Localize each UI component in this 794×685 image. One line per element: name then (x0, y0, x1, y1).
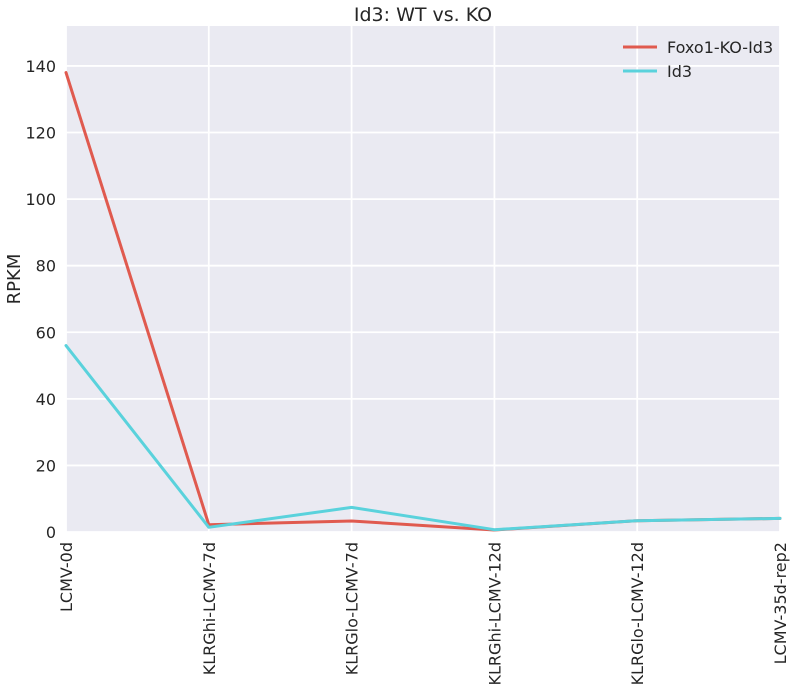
gridlines (65, 26, 781, 533)
y-tick-label: 40 (36, 390, 56, 409)
y-tick-labels: 0 20 40 60 80 100 120 140 (25, 57, 56, 542)
x-tick-label: KLRGlo-LCMV-12d (628, 542, 647, 685)
y-axis-label: RPKM (4, 254, 25, 305)
y-tick-label: 20 (36, 456, 56, 475)
legend-label: Id3 (667, 62, 692, 81)
chart-title: Id3: WT vs. KO (354, 4, 492, 26)
y-tick-label: 100 (25, 190, 56, 209)
legend-label: Foxo1-KO-Id3 (667, 38, 773, 57)
series-line (64, 344, 782, 532)
x-tick-label: KLRGhi-LCMV-12d (485, 542, 504, 685)
legend: Foxo1-KO-Id3 Id3 (623, 38, 773, 81)
x-tick-label: KLRGhi-LCMV-7d (200, 542, 219, 675)
x-tick-label: LCMV-35d-rep2 (771, 542, 790, 664)
y-tick-label: 0 (46, 523, 56, 542)
x-tick-label: LCMV-0d (57, 542, 76, 612)
y-tick-label: 140 (25, 57, 56, 76)
y-tick-label: 60 (36, 323, 56, 342)
y-tick-label: 120 (25, 124, 56, 143)
plot-area (66, 26, 780, 532)
x-tick-labels: LCMV-0d KLRGhi-LCMV-7d KLRGlo-LCMV-7d KLRGh… (57, 542, 790, 685)
series-lines (64, 71, 782, 532)
x-tick-label: KLRGlo-LCMV-7d (343, 542, 362, 675)
y-tick-label: 80 (36, 257, 56, 276)
